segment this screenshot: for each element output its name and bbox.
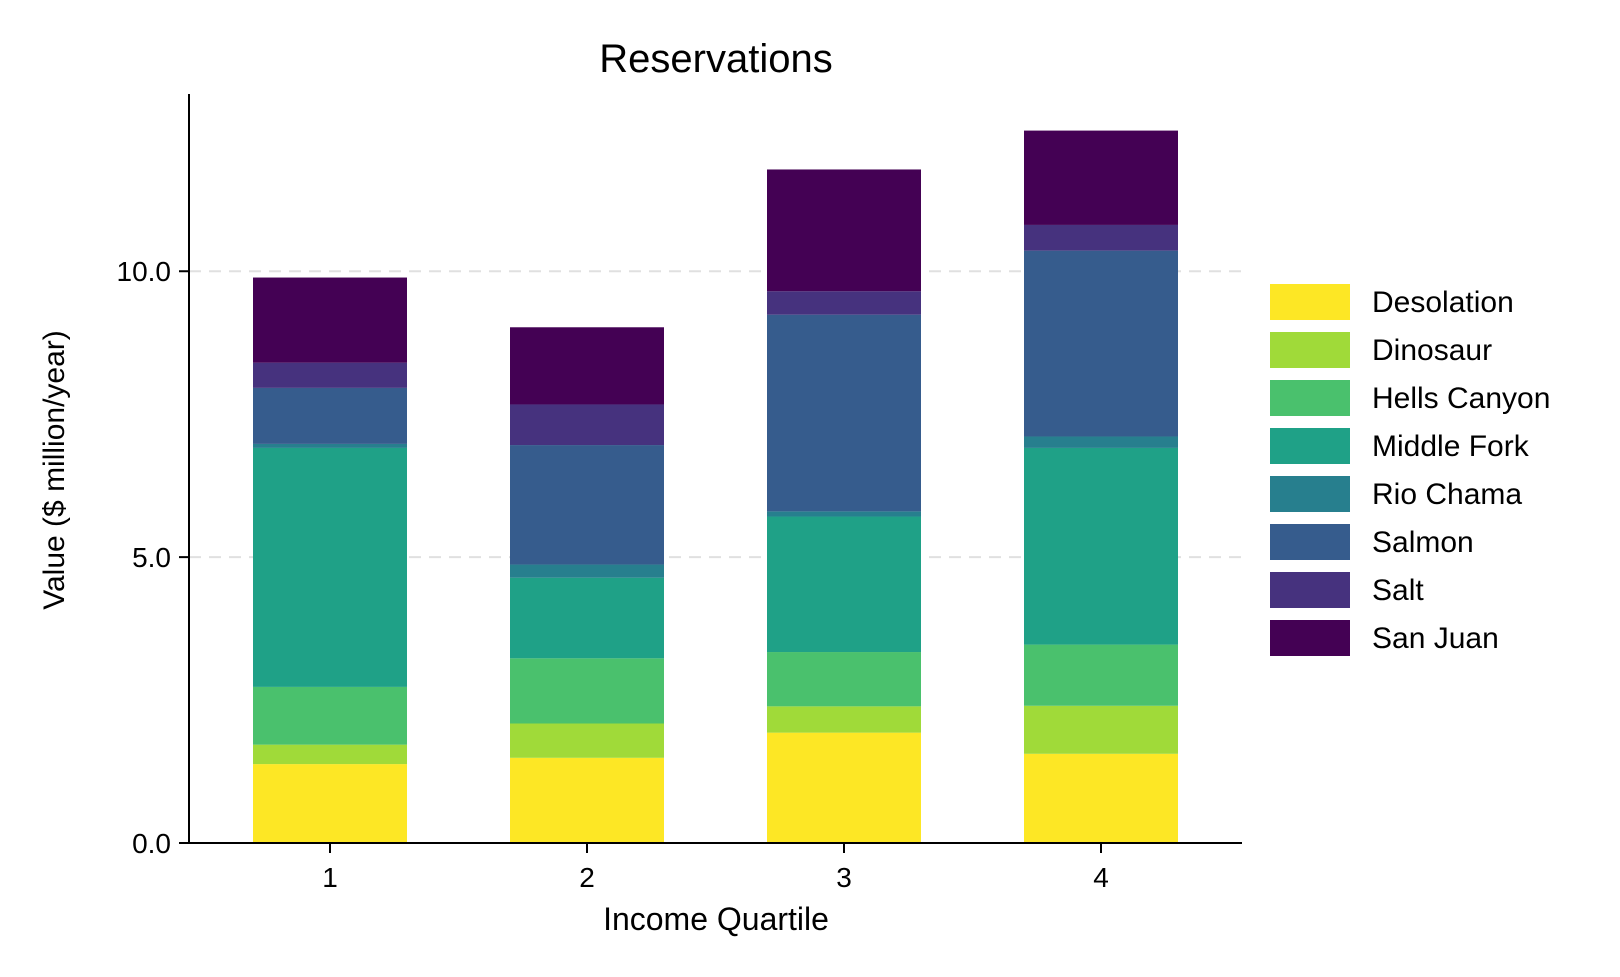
bar-segment (1024, 644, 1178, 706)
bar-segment (767, 291, 921, 315)
bar-segment (253, 443, 407, 448)
bar-segment (767, 314, 921, 512)
x-tick-label: 4 (1093, 862, 1109, 893)
bar-segment (253, 277, 407, 363)
x-tick-label: 2 (579, 862, 595, 893)
x-tick-label: 3 (836, 862, 852, 893)
legend: Desolation Dinosaur Hells Canyon Middle For… (1270, 284, 1550, 656)
bar-segment (510, 757, 664, 843)
legend-swatch (1270, 284, 1350, 320)
bar-segment (1024, 130, 1178, 225)
bar-segment (1024, 753, 1178, 843)
bar-segment (510, 564, 664, 578)
bar-segment (253, 764, 407, 843)
bar-segment (510, 445, 664, 565)
bar-segment (253, 744, 407, 765)
legend-swatch (1270, 476, 1350, 512)
bar-segment (767, 732, 921, 843)
bar-segment (767, 706, 921, 733)
bar-segment (253, 447, 407, 687)
bar-segment (1024, 250, 1178, 437)
ticks: 0.0 5.0 10.0 1 2 3 4 (117, 256, 1109, 893)
bar-segment (1024, 436, 1178, 448)
legend-label: Desolation (1372, 286, 1514, 319)
legend-swatch (1270, 428, 1350, 464)
bar-segment (510, 404, 664, 446)
legend-label: Dinosaur (1372, 334, 1492, 367)
bar-segment (767, 169, 921, 292)
bar-segment (767, 516, 921, 653)
y-tick-label: 0.0 (132, 828, 171, 859)
bar-segment (510, 723, 664, 758)
bar-segment (1024, 224, 1178, 251)
bar-segment (1024, 705, 1178, 754)
legend-label: Hells Canyon (1372, 382, 1550, 415)
legend-swatch (1270, 572, 1350, 608)
bar-segment (253, 686, 407, 745)
legend-swatch (1270, 620, 1350, 656)
bar-segment (510, 658, 664, 724)
bar-segment (767, 652, 921, 707)
legend-label: Middle Fork (1372, 430, 1530, 463)
bar-segment (1024, 447, 1178, 645)
axes (188, 94, 1242, 844)
legend-label: Rio Chama (1372, 478, 1522, 511)
bar-segment (767, 511, 921, 517)
bars (253, 130, 1178, 843)
legend-swatch (1270, 332, 1350, 368)
x-axis-label: Income Quartile (603, 901, 829, 937)
legend-label: San Juan (1372, 622, 1499, 655)
legend-swatch (1270, 524, 1350, 560)
gridlines (189, 270, 1242, 559)
y-tick-label: 5.0 (132, 542, 171, 573)
legend-label: Salmon (1372, 526, 1474, 559)
bar-segment (510, 327, 664, 405)
legend-swatch (1270, 380, 1350, 416)
chart-title: Reservations (599, 37, 832, 81)
x-tick-label: 1 (322, 862, 338, 893)
bar-segment (253, 362, 407, 388)
y-tick-label: 10.0 (117, 256, 172, 287)
legend-label: Salt (1372, 574, 1424, 607)
bar-segment (510, 577, 664, 659)
y-axis-label: Value ($ million/year) (38, 330, 71, 610)
bar-segment (253, 387, 407, 444)
